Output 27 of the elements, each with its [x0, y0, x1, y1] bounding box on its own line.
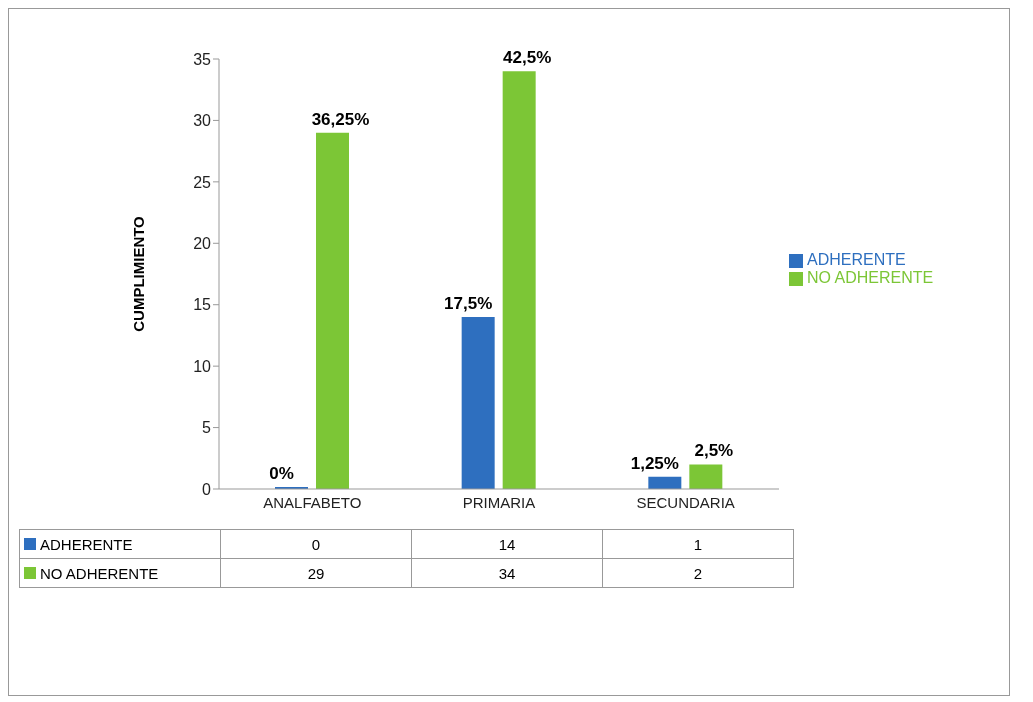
y-tick-label: 15	[193, 296, 212, 314]
annotation: 1,25%	[630, 453, 679, 473]
data-label: 2	[602, 558, 794, 588]
legend-label: NO ADHERENTE	[807, 269, 934, 286]
text: NO ADHERENTE	[40, 564, 159, 582]
y-tick-label: 25	[193, 173, 212, 191]
annotation: 36,25%	[311, 109, 370, 129]
text: ADHERENTE	[40, 535, 133, 553]
data-label: 1	[602, 529, 794, 559]
annotation: 17,5%	[444, 294, 493, 313]
x-tick-label: PRIMARIA	[462, 493, 536, 511]
x-tick-label: ANALFABETO	[263, 493, 362, 511]
x-tick-label: SECUNDARIA	[636, 493, 735, 511]
y-tick-label: 0	[202, 480, 212, 498]
y-tick-label: 30	[193, 112, 212, 130]
annotation: 0%	[269, 464, 294, 483]
y-tick-label: 10	[193, 357, 212, 375]
data-label: 29	[220, 558, 412, 588]
legend-label: ADHERENTE	[807, 251, 906, 268]
data-label: 34	[411, 558, 603, 588]
y-tick-label: 5	[202, 419, 212, 437]
y-tick-label: 35	[193, 50, 212, 68]
data-label: 14	[411, 529, 603, 559]
y-axis-title: CUMPLIMIENTO	[130, 215, 148, 332]
annotation: 42,5%	[503, 48, 552, 68]
annotation: 2,5%	[694, 441, 734, 461]
y-tick-label: 20	[193, 234, 212, 252]
